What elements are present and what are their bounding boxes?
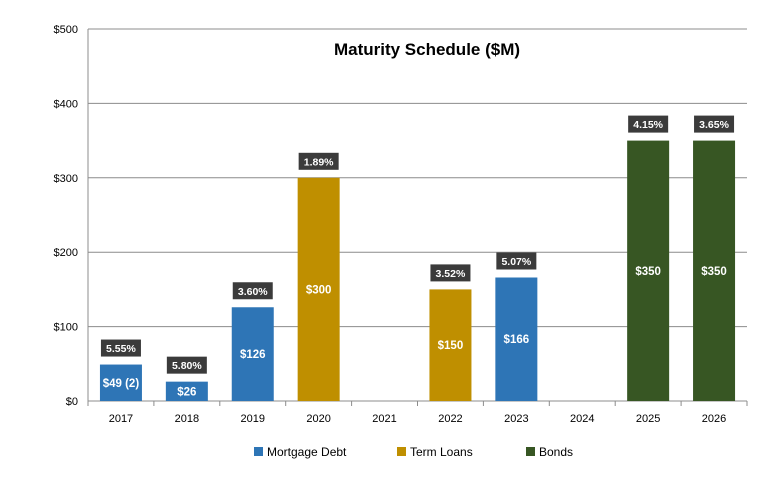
x-tick-label: 2019 [241,413,265,425]
x-tick-label: 2024 [570,413,594,425]
rate-label: 5.55% [106,343,136,355]
legend-swatch [397,447,406,456]
chart-title: Maturity Schedule ($M) [334,40,520,59]
legend-swatch [526,447,535,456]
rate-badge [694,115,735,133]
bar-2017 [99,364,142,401]
bar-2018 [165,381,208,401]
legend-label: Bonds [539,445,573,459]
legend: Mortgage Debt Term Loans Bonds [254,445,573,459]
rate-badge [628,115,669,133]
rate-badge [232,282,273,300]
value-label: $350 [635,266,661,278]
x-tick-label: 2022 [438,413,462,425]
value-label: $350 [701,266,727,278]
rate-label: 3.52% [436,268,466,280]
rate-label: 3.65% [699,119,729,131]
x-tick-label: 2017 [109,413,133,425]
rate-label: 1.89% [304,156,334,168]
bar-2019 [231,307,274,401]
value-label: $150 [438,340,464,352]
axes: $0 $100 $200 $300 $400 $500 2017 2018 2019 2020 20… [54,24,748,425]
y-tick-label: $300 [54,173,78,185]
bar-2025 [627,140,670,401]
rate-badge [430,264,471,282]
y-tick-label: $500 [54,24,78,36]
x-tick-label: 2026 [702,413,726,425]
x-tick-label: 2020 [306,413,330,425]
bar-2023 [495,277,538,401]
bar-2022 [429,289,472,401]
value-label: $26 [177,386,196,398]
x-tick-label: 2023 [504,413,528,425]
bars [99,140,736,401]
data-labels: $49 (2) 5.55% $26 5.80% $126 3.60% $300 1.89% $1… [100,115,735,398]
rate-badge [496,252,537,270]
x-tick-label: 2018 [175,413,199,425]
value-label: $49 (2) [103,378,140,390]
y-tick-label: $200 [54,247,78,259]
rate-label: 5.07% [501,256,531,268]
y-tick-label: $100 [54,322,78,334]
legend-label: Term Loans [410,445,473,459]
y-tick-label: $0 [66,396,78,408]
rate-badge [166,356,207,374]
bar-2020 [297,177,340,401]
rate-badge [100,339,141,357]
legend-swatch [254,447,263,456]
value-label: $166 [504,334,530,346]
x-tick-label: 2025 [636,413,660,425]
rate-label: 3.60% [238,286,268,298]
bar-2026 [693,140,736,401]
x-tick-label: 2021 [372,413,396,425]
rate-badge [298,152,339,170]
legend-label: Mortgage Debt [267,445,347,459]
rate-label: 4.15% [633,119,663,131]
y-tick-label: $400 [54,98,78,110]
rate-label: 5.80% [172,360,202,372]
value-label: $300 [306,284,332,296]
value-label: $126 [240,349,266,361]
